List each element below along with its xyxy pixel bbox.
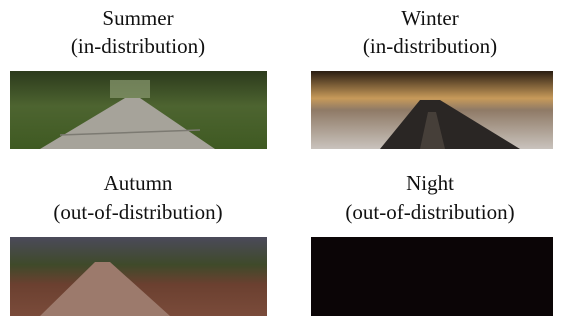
panel-title: Winter xyxy=(401,6,458,30)
panel-subtitle: (in-distribution) xyxy=(363,34,497,58)
panel-title: Summer xyxy=(102,6,173,30)
night-image xyxy=(311,237,553,316)
panel-title: Autumn xyxy=(104,171,173,195)
panel-subtitle: (in-distribution) xyxy=(71,34,205,58)
summer-image xyxy=(10,71,267,149)
panel-subtitle: (out-of-distribution) xyxy=(53,200,222,224)
winter-image xyxy=(311,71,553,149)
figure: Summer (in-distribution) Winter (in-dist… xyxy=(0,0,566,318)
panel-subtitle: (out-of-distribution) xyxy=(345,200,514,224)
panel-title: Night xyxy=(406,171,454,195)
autumn-image xyxy=(10,237,267,316)
